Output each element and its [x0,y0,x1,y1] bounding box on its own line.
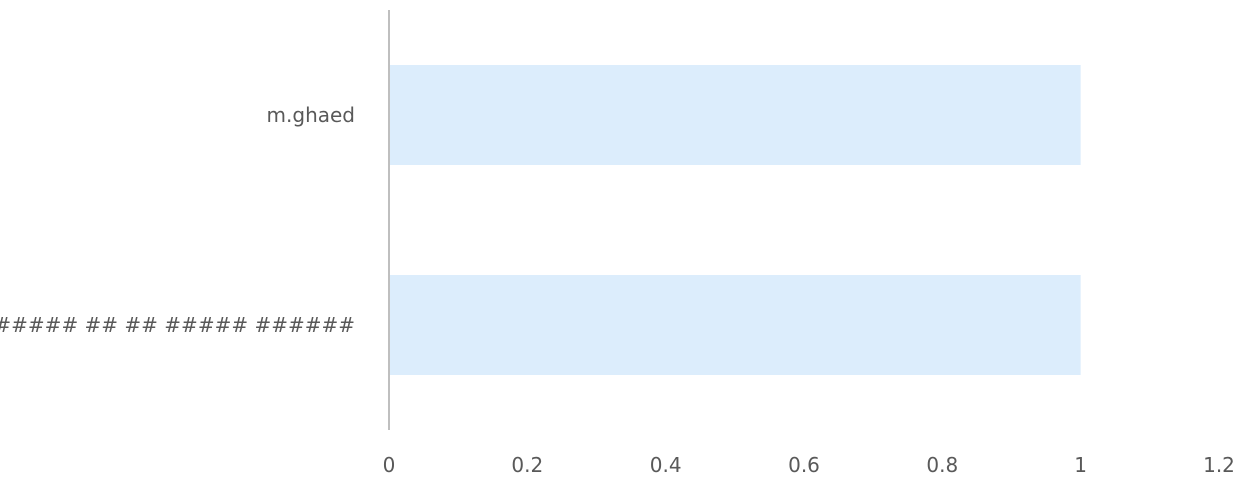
bar-1 [390,275,1081,375]
x-tick-label-4: 0.8 [926,453,958,477]
category-labels-layer: m.ghaed ##### ## ## ##### ###### [0,103,355,337]
category-label-1: ##### ## ## ##### ###### [0,313,355,337]
x-tick-label-6: 1.2 [1203,453,1235,477]
x-tick-labels-layer: 0 0.2 0.4 0.6 0.8 1 1.2 [383,453,1235,477]
category-label-0: m.ghaed [267,103,355,127]
x-tick-label-2: 0.4 [650,453,682,477]
x-tick-label-1: 0.2 [511,453,543,477]
x-tick-label-0: 0 [383,453,396,477]
bars-layer [390,65,1081,375]
x-tick-label-3: 0.6 [788,453,820,477]
x-tick-label-5: 1 [1074,453,1087,477]
bar-0 [390,65,1081,165]
